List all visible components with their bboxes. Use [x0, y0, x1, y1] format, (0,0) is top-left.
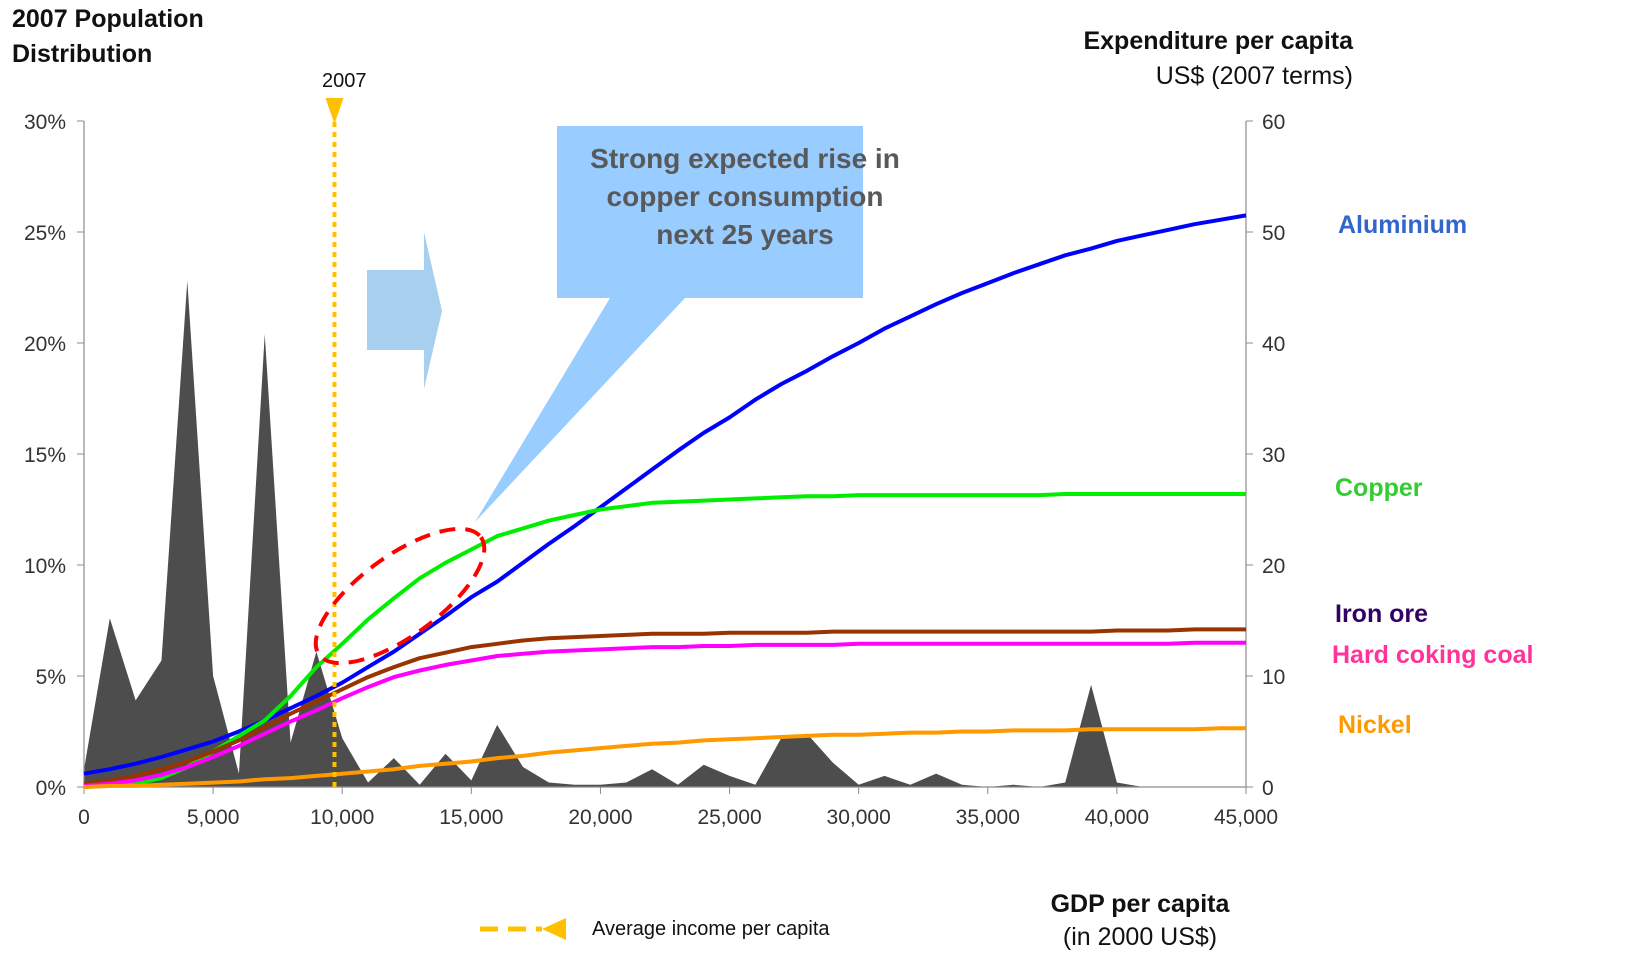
- left-tick-label: 30%: [24, 111, 66, 134]
- series-label-hard-coking-coal: Hard coking coal: [1332, 641, 1534, 669]
- series-label-copper: Copper: [1335, 474, 1423, 502]
- left-tick-label: 25%: [24, 222, 66, 245]
- x-axis-title-line2: (in 2000 US$): [1062, 923, 1218, 951]
- right-tick-label: 50: [1262, 222, 1285, 245]
- series-label-aluminium: Aluminium: [1338, 211, 1468, 239]
- series-layer: [83, 213, 1247, 789]
- x-tick-label: 35,000: [956, 806, 1020, 829]
- x-tick-label: 5,000: [187, 806, 240, 829]
- right-axis-title-line2: US$ (2007 terms): [1155, 62, 1353, 90]
- x-tick-label: 30,000: [827, 806, 891, 829]
- left-tick-label: 15%: [24, 444, 66, 467]
- x-tick-label: 20,000: [568, 806, 632, 829]
- x-tick-label: 10,000: [310, 806, 374, 829]
- legend-label: Average income per capita: [592, 917, 830, 940]
- series-label-nickel: Nickel: [1338, 711, 1412, 739]
- legend: Average income per capita: [480, 914, 830, 944]
- series-label-iron-ore: Iron ore: [1335, 600, 1429, 628]
- x-axis-title: GDP per capita (in 2000 US$): [1015, 888, 1265, 954]
- callout-box: [475, 126, 863, 522]
- overlay-layer: [313, 98, 487, 787]
- series-line-aluminium: [83, 213, 1247, 776]
- series-line-copper: [83, 492, 1246, 789]
- right-tick-label: 40: [1262, 333, 1285, 356]
- average-income-marker-icon: [325, 98, 344, 124]
- callout-text: Strong expected rise in copper consumpti…: [590, 143, 900, 250]
- right-tick-label: 20: [1262, 555, 1285, 578]
- right-axis-title-line1: Expenditure per capita: [1083, 27, 1353, 55]
- series-line-nickel: [83, 726, 1246, 789]
- x-tick-label: 25,000: [697, 806, 761, 829]
- population-area: [84, 280, 1246, 787]
- axes-layer: 0% 5% 10% 15% 20% 25% 30% 0 10 20 30 40 50 60 0 5,000 10…: [24, 111, 1285, 829]
- left-axis-title-line2: Distribution: [12, 40, 153, 68]
- x-tick-label: 45,000: [1214, 806, 1278, 829]
- left-tick-label: 10%: [24, 555, 66, 578]
- x-tick-label: 40,000: [1085, 806, 1149, 829]
- right-arrow-icon: [367, 232, 442, 389]
- left-tick-label: 20%: [24, 333, 66, 356]
- right-axis-title: Expenditure per capita US$ (2007 terms): [1083, 24, 1353, 94]
- left-axis-title: 2007 Population Distribution: [12, 2, 204, 72]
- right-tick-label: 0: [1262, 777, 1274, 800]
- x-tick-label: 0: [78, 806, 90, 829]
- annotation-layer: [367, 126, 863, 522]
- left-tick-label: 5%: [36, 666, 66, 689]
- highlight-ellipse: [313, 526, 487, 666]
- legend-marker-icon: [480, 918, 566, 940]
- left-tick-label: 0%: [36, 777, 66, 800]
- year-marker-label: 2007: [322, 70, 367, 92]
- x-axis-title-line1: GDP per capita: [1050, 890, 1230, 918]
- series-line-hard-coking-coal: [83, 640, 1246, 788]
- right-tick-label: 10: [1262, 666, 1285, 689]
- left-axis-title-line1: 2007 Population: [12, 5, 204, 33]
- right-tick-label: 30: [1262, 444, 1285, 467]
- x-tick-label: 15,000: [439, 806, 503, 829]
- right-tick-label: 60: [1262, 111, 1285, 134]
- population-area-layer: [84, 280, 1246, 787]
- series-line-iron-ore: [83, 627, 1246, 786]
